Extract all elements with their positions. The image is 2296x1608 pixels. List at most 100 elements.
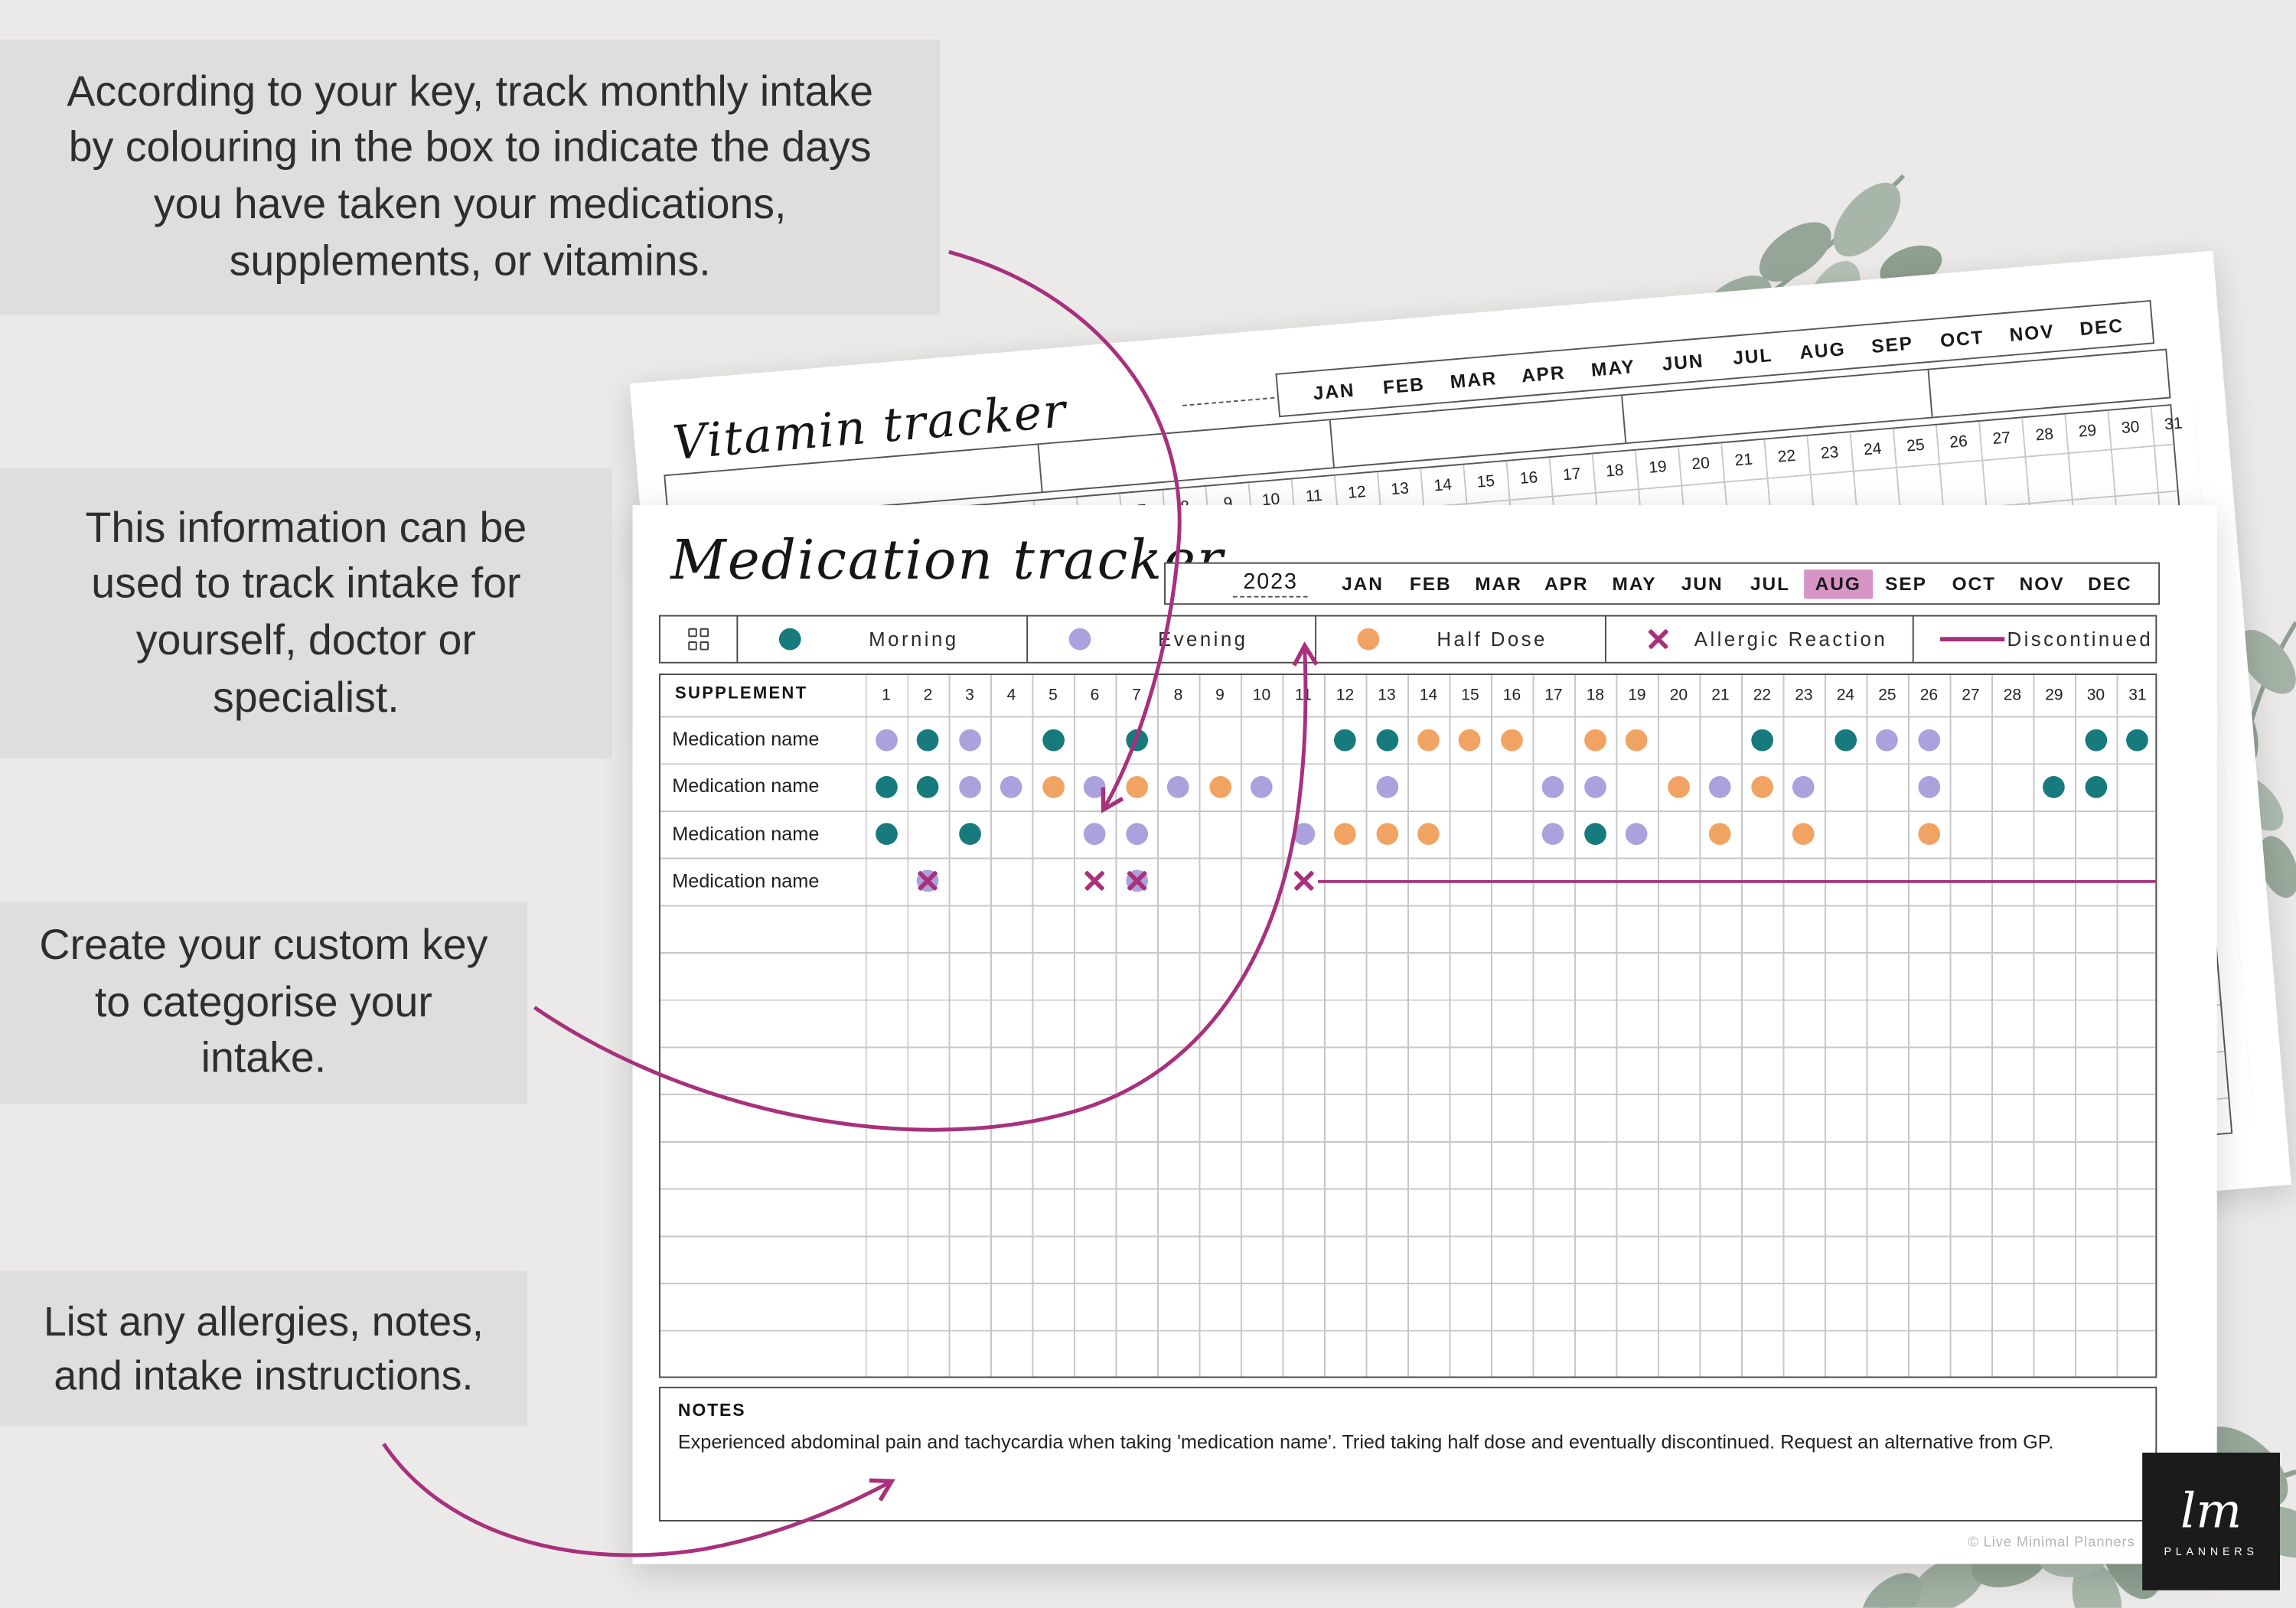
month-sep: SEP xyxy=(1885,572,1927,595)
callout-custom-key: Create your custom key to categorise you… xyxy=(0,902,527,1104)
key-evening: Evening xyxy=(1028,616,1317,662)
key-label-evening: Evening xyxy=(1158,628,1248,651)
morning-dot xyxy=(2126,729,2149,751)
evening-dot xyxy=(1084,823,1106,846)
month-nov: NOV xyxy=(2019,572,2065,595)
month-apr: APR xyxy=(1520,360,1567,387)
evening-dot xyxy=(1792,775,1815,798)
months-row: JAN FEB MAR APR MAY JUN JUL AUG SEP OCT NOV DEC xyxy=(1329,564,2144,604)
morning-dot xyxy=(958,823,981,846)
key-allergic: Allergic Reaction xyxy=(1606,616,1914,662)
month-dec: DEC xyxy=(2079,313,2125,339)
tracker-table: SUPPLEMENT 12345678910111213141516171819… xyxy=(658,674,2159,1378)
callout-text: This information can be used to track in… xyxy=(85,504,527,722)
month-jul: JUL xyxy=(1750,572,1791,595)
grid-icon xyxy=(687,628,709,651)
month-may: MAY xyxy=(1612,572,1657,595)
callout-track-intake: This information can be used to track in… xyxy=(0,468,612,759)
key-divider xyxy=(1621,396,1627,443)
key-row: Morning Evening Half Dose Allergic Reaction… xyxy=(658,615,2157,664)
half-dot xyxy=(1709,823,1732,846)
month-jan: JAN xyxy=(1312,377,1356,403)
allergic-reaction-mark xyxy=(1126,870,1148,892)
month-oct: OCT xyxy=(1939,325,1985,351)
evening-dot xyxy=(1292,823,1315,846)
morning-dot-icon xyxy=(778,628,801,651)
month-oct: OCT xyxy=(1952,572,1997,595)
notes-section: NOTES Experienced abdominal pain and tac… xyxy=(658,1386,2157,1522)
half-dot xyxy=(1375,823,1398,846)
morning-dot xyxy=(875,775,898,798)
month-nov: NOV xyxy=(2008,319,2056,345)
morning-dot xyxy=(917,775,939,798)
callout-text: According to your key, track monthly int… xyxy=(67,68,873,285)
evening-dot xyxy=(958,775,981,798)
evening-dot xyxy=(1917,775,1940,798)
month-aug: AUG xyxy=(1799,336,1847,363)
evening-dot xyxy=(958,729,981,751)
morning-dot xyxy=(2043,775,2066,798)
key-label-discontinued: Discontinued xyxy=(2007,628,2154,651)
evening-dot xyxy=(1167,775,1189,798)
evening-dot-icon xyxy=(1068,628,1091,651)
morning-dot xyxy=(917,729,939,751)
discontinued-line xyxy=(1318,879,2156,884)
month-dec: DEC xyxy=(2088,572,2132,595)
evening-dot xyxy=(1000,775,1022,798)
half-dot xyxy=(1125,775,1148,798)
key-items: Morning Evening Half Dose Allergic Reaction… xyxy=(738,616,2155,662)
evening-dot xyxy=(875,729,898,751)
half-dot xyxy=(1667,775,1690,798)
copyright: © Live Minimal Planners xyxy=(1968,1535,2135,1551)
morning-dot xyxy=(1042,729,1065,751)
half-dot xyxy=(1626,729,1649,751)
allergic-reaction-mark xyxy=(917,870,939,892)
months-header: 2023 JAN FEB MAR APR MAY JUN JUL AUG SEP OCT NOV DE… xyxy=(1164,562,2161,605)
half-dot xyxy=(1417,729,1440,751)
morning-dot xyxy=(1750,729,1773,751)
grid-marks xyxy=(660,675,2156,1376)
evening-dot xyxy=(1542,775,1565,798)
month-sep: SEP xyxy=(1870,331,1914,357)
medication-tracker-title: Medication tracker xyxy=(670,528,1225,592)
key-half: Half Dose xyxy=(1316,616,1606,662)
half-dot xyxy=(1042,775,1065,798)
evening-dot xyxy=(1626,823,1649,846)
morning-dot xyxy=(2084,729,2107,751)
month-mar: MAR xyxy=(1475,572,1522,595)
evening-dot xyxy=(1709,775,1732,798)
evening-dot xyxy=(1917,729,1940,751)
half-dot xyxy=(1792,823,1815,846)
brand-logo: lm PLANNERS xyxy=(2142,1452,2281,1590)
morning-dot xyxy=(1583,823,1606,846)
key-morning: Morning xyxy=(738,616,1029,662)
discontinued-line-icon xyxy=(1940,637,2005,641)
month-jun: JUN xyxy=(1661,348,1705,374)
allergic-reaction-mark xyxy=(1293,870,1315,892)
evening-dot xyxy=(1084,775,1106,798)
key-label-allergic: Allergic Reaction xyxy=(1694,628,1888,651)
month-apr: APR xyxy=(1544,572,1589,595)
callout-text: Create your custom key to categorise you… xyxy=(39,922,488,1083)
half-dot xyxy=(1750,775,1773,798)
half-dot xyxy=(1417,823,1440,846)
year-value: 2023 xyxy=(1232,569,1309,598)
month-feb: FEB xyxy=(1409,572,1452,595)
notes-text: Experienced abdominal pain and tachycard… xyxy=(677,1430,2054,1453)
morning-dot xyxy=(2084,775,2107,798)
morning-dot xyxy=(1125,729,1148,751)
month-jul: JUL xyxy=(1732,342,1774,368)
logo-script: lm xyxy=(2180,1481,2242,1538)
key-divider xyxy=(1037,445,1043,492)
key-label-morning: Morning xyxy=(869,628,959,651)
month-aug: AUG xyxy=(1804,569,1873,599)
callout-track-monthly: According to your key, track monthly int… xyxy=(0,39,941,315)
morning-dot xyxy=(1334,729,1356,751)
evening-dot xyxy=(1583,775,1606,798)
medication-tracker-sheet: Medication tracker 2023 JAN FEB MAR APR MAY J… xyxy=(632,505,2217,1564)
half-dot xyxy=(1334,823,1356,846)
morning-dot xyxy=(1834,729,1857,751)
logo-wordmark: PLANNERS xyxy=(2164,1544,2258,1557)
callout-allergies-notes: List any allergies, notes, and intake in… xyxy=(0,1270,527,1427)
